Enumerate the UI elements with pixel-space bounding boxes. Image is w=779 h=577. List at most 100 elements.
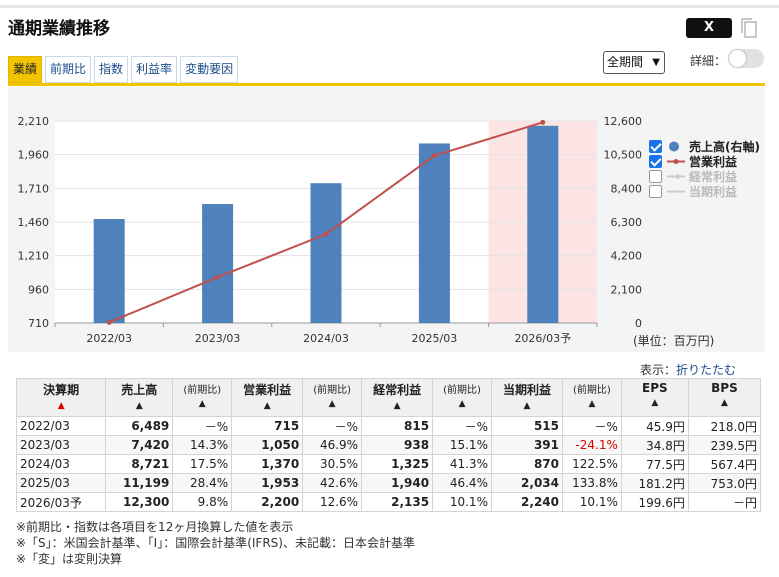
cell-sales: 11,199 [105,473,174,493]
col-header-net-yoy[interactable]: (前期比) ▲ [562,378,622,417]
cell-period: 2025/03 [15,473,107,493]
tab-factors[interactable]: 変動要因 [180,56,239,83]
table-row: 2025/03 11,199 28.4% 1,953 42.6% 1,940 4… [15,473,762,493]
x-share-button[interactable]: X [686,18,732,38]
tab-yoy[interactable]: 前期比 [45,56,92,83]
cell-yoy: 42.6% [302,473,363,493]
cell-yoy: 122.5% [562,454,622,474]
y-right-tick-label: 0 [635,317,642,330]
cell-sales: 12,300 [105,492,174,512]
cell-net: 515 [490,416,564,436]
bar-sales [202,204,234,323]
footnote: ※「変」は変則決算 [16,552,123,566]
cell-ordinary: 2,135 [361,492,434,512]
legend-label-operating: 営業利益 [689,155,738,169]
period-select-value: 全期間 [607,55,644,69]
table-row: 2023/03 7,420 14.3% 1,050 46.9% 938 15.1… [15,435,762,455]
point-operating-profit [431,153,437,159]
tab-results[interactable]: 業績 [8,56,43,83]
footnotes: ※前期比・指数は各項目を12ヶ月換算した値を表示 ※「S」：米国会計基準、「I」… [16,519,415,567]
col-header-period[interactable]: 決算期 ▲ [15,378,107,417]
tab-index[interactable]: 指数 [94,56,129,83]
page-title: 通期業績推移 [8,19,110,39]
col-header-net[interactable]: 当期利益 ▲ [490,378,564,417]
col-header-eps[interactable]: EPS ▲ [620,378,689,417]
col-header-operating-yoy[interactable]: (前期比) ▲ [302,378,363,417]
cell-yoy: 30.5% [302,454,363,474]
detail-label: 詳細： [690,54,727,68]
cell-yoy: 46.4% [432,473,492,493]
legend-item-sales[interactable]: 売上高(右軸) [649,139,760,154]
cell-bps: －円 [687,492,762,512]
cell-yoy: -24.1% [562,435,622,455]
x-tick-label: 2025/03 [412,332,458,345]
cell-sales: 8,721 [105,454,174,474]
legend-item-net[interactable]: 当期利益 [649,184,760,199]
cell-bps: 753.0円 [687,473,762,493]
point-operating-profit [106,319,112,325]
display-toggle-row: 表示：折りたたむ [640,361,736,378]
point-operating-profit [323,231,329,237]
chevron-down-icon: ▼ [652,57,660,68]
bar-series-icon [666,140,686,153]
cell-net: 2,240 [490,492,564,512]
cell-operating: 1,050 [231,435,304,455]
col-header-operating[interactable]: 営業利益 ▲ [231,378,304,417]
y-left-tick-label: 2,210 [18,115,50,128]
table-row: 2022/03 6,489 －% 715 －% 815 －% 515 －% 45… [15,416,762,436]
cell-yoy: 41.3% [432,454,492,474]
checkbox-ordinary[interactable] [649,170,662,183]
y-left-tick-label: 1,710 [18,182,50,195]
detail-toggle[interactable] [728,49,764,68]
legend-item-operating[interactable]: 営業利益 [649,154,760,169]
y-left-tick-label: 1,210 [18,250,50,263]
x-tick-label: 2026/03予 [514,332,571,345]
y-left-tick-label: 710 [28,317,49,330]
x-tick-label: 2024/03 [303,332,349,345]
period-select[interactable]: 全期間 ▼ [603,51,665,74]
legend-label-sales: 売上高(右軸) [689,140,760,154]
cell-eps: 77.5円 [620,454,689,474]
y-right-tick-label: 4,200 [611,250,643,263]
collapse-link[interactable]: 折りたたむ [676,363,737,377]
copy-icon[interactable] [740,17,758,39]
checkbox-operating[interactable] [649,155,662,168]
cell-ordinary: 815 [361,416,434,436]
col-header-sales-yoy[interactable]: (前期比) ▲ [172,378,233,417]
y-right-tick-label: 12,600 [604,115,643,128]
legend-item-ordinary[interactable]: 経常利益 [649,169,760,184]
line-series-icon [666,170,686,183]
col-header-sales[interactable]: 売上高 ▲ [105,378,174,417]
cell-operating: 1,370 [231,454,304,474]
view-tabs: 業績 前期比 指数 利益率 変動要因 [8,56,241,83]
footnote: ※前期比・指数は各項目を12ヶ月換算した値を表示 [16,520,294,534]
cell-ordinary: 938 [361,435,434,455]
cell-yoy: 133.8% [562,473,622,493]
y-right-tick-label: 2,100 [611,283,643,296]
cell-yoy: 12.6% [302,492,363,512]
tab-margin[interactable]: 利益率 [131,56,178,83]
checkbox-net[interactable] [649,185,662,198]
top-divider [0,5,779,8]
cell-operating: 715 [231,416,304,436]
x-tick-label: 2022/03 [86,332,132,345]
bar-sales [527,125,559,323]
bar-sales [93,218,125,323]
table-header-row: 決算期 ▲ 売上高 ▲ (前期比) ▲ 営業利益 ▲ (前期比) ▲ 経常利益 ▲ (前期比… [15,378,762,417]
display-label: 表示： [640,363,677,377]
col-header-ordinary-yoy[interactable]: (前期比) ▲ [432,378,492,417]
checkbox-sales[interactable] [649,140,662,153]
y-left-tick-label: 1,460 [18,216,50,229]
cell-operating: 1,953 [231,473,304,493]
y-right-tick-label: 10,500 [604,149,643,162]
cell-period: 2023/03 [15,435,107,455]
chart-legend: 売上高(右軸) 営業利益 経常利益 当期利益 [649,139,760,199]
col-header-bps[interactable]: BPS ▲ [687,378,762,417]
col-header-ordinary[interactable]: 経常利益 ▲ [361,378,434,417]
cell-ordinary: 1,325 [361,454,434,474]
y-left-tick-label: 960 [28,283,49,296]
cell-eps: 199.6円 [620,492,689,512]
y-right-tick-label: 6,300 [611,216,643,229]
legend-label-ordinary: 経常利益 [689,170,738,184]
cell-yoy: －% [302,416,363,436]
